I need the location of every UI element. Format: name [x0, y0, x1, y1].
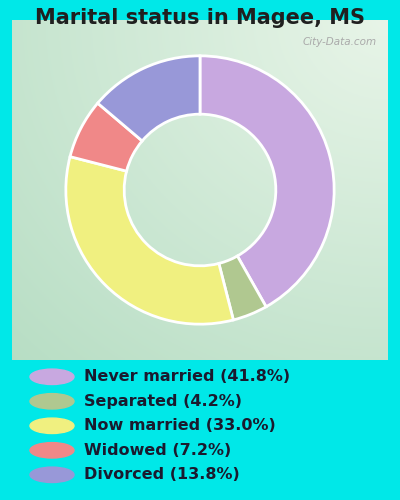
Circle shape	[30, 467, 74, 482]
Text: Never married (41.8%): Never married (41.8%)	[84, 370, 290, 384]
Text: Marital status in Magee, MS: Marital status in Magee, MS	[35, 8, 365, 28]
Text: City-Data.com: City-Data.com	[302, 37, 377, 47]
Text: Separated (4.2%): Separated (4.2%)	[84, 394, 242, 409]
Wedge shape	[219, 256, 266, 320]
Wedge shape	[70, 103, 142, 171]
Wedge shape	[200, 56, 334, 306]
Text: Divorced (13.8%): Divorced (13.8%)	[84, 468, 240, 482]
Circle shape	[30, 369, 74, 384]
Circle shape	[30, 394, 74, 409]
Text: Widowed (7.2%): Widowed (7.2%)	[84, 443, 231, 458]
Circle shape	[30, 442, 74, 458]
Text: Now married (33.0%): Now married (33.0%)	[84, 418, 276, 434]
Circle shape	[30, 418, 74, 434]
Wedge shape	[66, 156, 233, 324]
Wedge shape	[98, 56, 200, 141]
